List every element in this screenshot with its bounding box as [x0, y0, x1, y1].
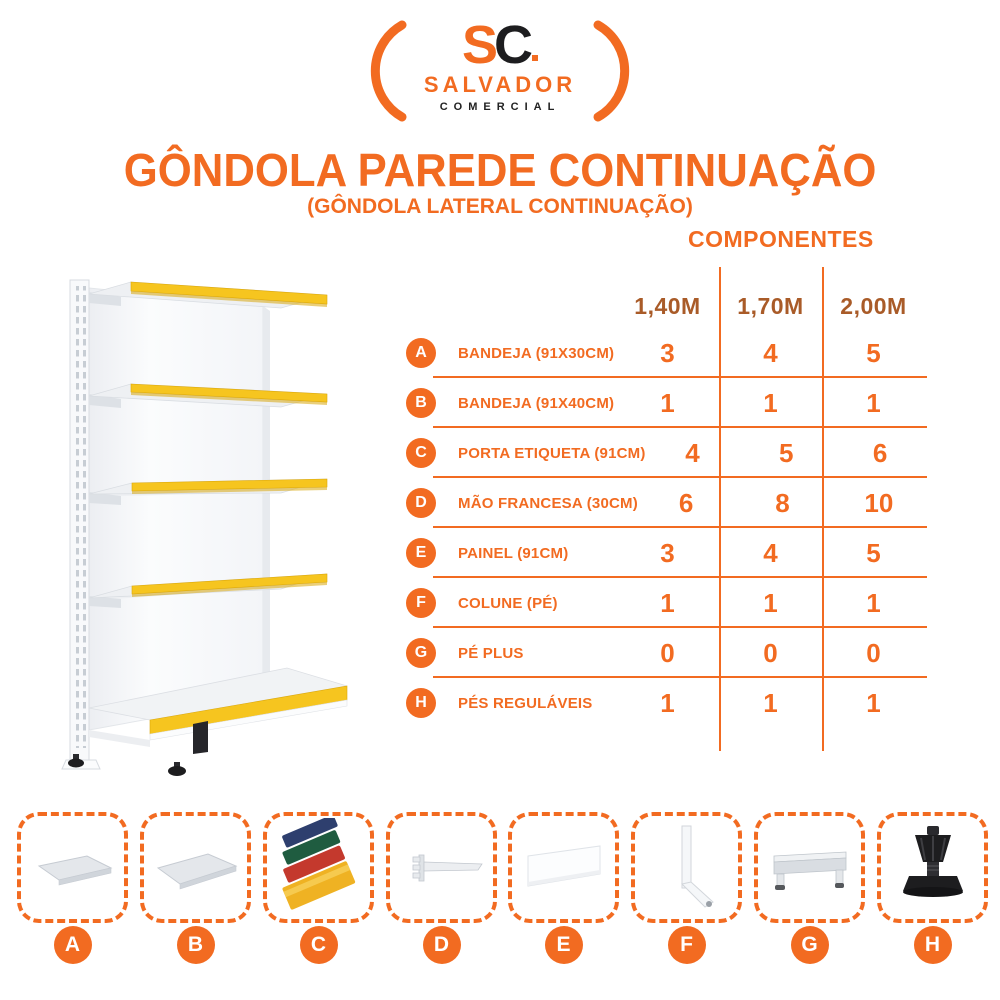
row-value: 1 [763, 687, 778, 718]
logo-left-paren-icon [370, 20, 407, 122]
row-value: 3 [660, 537, 675, 568]
component-thumb-a: A [17, 812, 128, 964]
painel-icon [508, 812, 619, 923]
row-badge: B [406, 388, 436, 418]
row-value: 0 [660, 637, 675, 668]
table-row-porta-etiqueta: C PORTA ETIQUETA (91CM) 4 5 6 [400, 428, 927, 478]
row-value: 6 [678, 487, 694, 518]
row-value: 1 [660, 687, 675, 718]
component-thumb-g: G [754, 812, 865, 964]
row-badge: F [406, 588, 436, 618]
row-badge: A [406, 338, 436, 368]
row-label: MÃO FRANCESA (30CM) [458, 494, 638, 512]
porta-etiqueta-icon [263, 812, 374, 923]
row-value: 0 [763, 637, 778, 668]
page-subtitle: (GÔNDOLA LATERAL CONTINUAÇÃO) [307, 195, 693, 218]
row-badge: E [406, 538, 436, 568]
size-header-170: 1,70M [737, 293, 804, 319]
size-header-200: 2,00M [840, 293, 907, 319]
logo-monogram: SC [365, 18, 635, 72]
row-label: COLUNE (PÉ) [458, 594, 558, 612]
row-value: 1 [660, 387, 675, 418]
row-label: PÉS REGULÁVEIS [458, 694, 593, 712]
table-row-bandeja-91x30: A BANDEJA (91X30CM) 3 4 5 [400, 328, 927, 378]
table-row-painel: E PAINEL (91CM) 3 4 5 [400, 528, 927, 578]
row-label: PÉ PLUS [458, 644, 524, 662]
row-value: 1 [866, 387, 881, 418]
logo-company-name: SALVADOR [423, 72, 577, 97]
size-header-row: 1,40M 1,70M 2,00M [400, 270, 927, 328]
row-value: 10 [864, 487, 894, 518]
registered-mark [532, 55, 539, 61]
thumb-badge-a: A [53, 926, 92, 964]
bandeja-91x40-icon [140, 812, 251, 923]
component-thumb-d: D [386, 812, 497, 964]
row-value: 1 [660, 587, 675, 618]
row-value: 1 [763, 387, 778, 418]
logo-tagline: COMERCIAL [439, 101, 561, 113]
logo-letter-s: S [461, 15, 498, 75]
row-value: 4 [763, 537, 778, 568]
row-value: 1 [866, 587, 881, 618]
mao-francesa-icon [386, 812, 497, 923]
thumb-badge-c: C [299, 926, 338, 964]
logo-right-paren-icon [593, 20, 630, 122]
size-header-140: 1,40M [634, 293, 701, 319]
thumb-badge-f: F [667, 926, 706, 964]
row-value: 4 [763, 337, 778, 368]
thumb-badge-e: E [544, 926, 583, 964]
row-value: 1 [866, 687, 881, 718]
thumb-badge-g: G [790, 926, 829, 964]
row-label: BANDEJA (91X40CM) [458, 394, 615, 412]
row-value: 8 [775, 487, 790, 518]
row-badge: C [406, 438, 436, 468]
row-badge: H [406, 688, 436, 718]
page-title: GÔNDOLA PAREDE CONTINUAÇÃO [123, 144, 877, 196]
components-heading: COMPONENTES [688, 226, 874, 252]
gondola-product-image [61, 279, 348, 776]
row-badge: D [406, 488, 436, 518]
row-label: BANDEJA (91X30CM) [458, 344, 615, 362]
row-value: 5 [779, 437, 794, 468]
row-badge: G [406, 638, 436, 668]
table-row-mao-francesa: D MÃO FRANCESA (30CM) 6 8 10 [400, 478, 927, 528]
column-divider [719, 267, 721, 751]
pes-regulaveis-icon [877, 812, 988, 923]
row-value: 1 [763, 587, 778, 618]
table-row-pe-plus: G PÉ PLUS 0 0 0 [400, 628, 927, 678]
brand-logo: SC SALVADOR COMERCIAL [0, 16, 1000, 126]
components-table: 1,40M 1,70M 2,00M A BANDEJA (91X30CM) 3 … [400, 267, 927, 751]
component-thumb-c: C [263, 812, 374, 964]
bandeja-91x30-icon [17, 812, 128, 923]
row-value: 6 [872, 437, 888, 468]
column-divider [822, 267, 824, 751]
thumb-badge-d: D [422, 926, 461, 964]
table-row-pes-regulaveis: H PÉS REGULÁVEIS 1 1 1 [400, 678, 927, 728]
row-value: 5 [866, 537, 881, 568]
table-row-bandeja-91x40: B BANDEJA (91X40CM) 1 1 1 [400, 378, 927, 428]
component-thumb-f: F [631, 812, 742, 964]
thumb-badge-h: H [913, 926, 952, 964]
row-value: 5 [866, 337, 881, 368]
table-row-colune-pe: F COLUNE (PÉ) 1 1 1 [400, 578, 927, 628]
row-value: 4 [685, 437, 700, 468]
component-thumb-e: E [508, 812, 619, 964]
row-label: PAINEL (91CM) [458, 544, 569, 562]
colune-pe-icon [631, 812, 742, 923]
pe-plus-icon [754, 812, 865, 923]
row-value: 3 [660, 337, 675, 368]
component-thumb-h: H [877, 812, 988, 964]
logo-letter-c: C [494, 15, 533, 75]
thumb-badge-b: B [176, 926, 215, 964]
row-label: PORTA ETIQUETA (91CM) [458, 444, 646, 462]
component-thumb-b: B [140, 812, 251, 964]
row-value: 0 [866, 637, 881, 668]
